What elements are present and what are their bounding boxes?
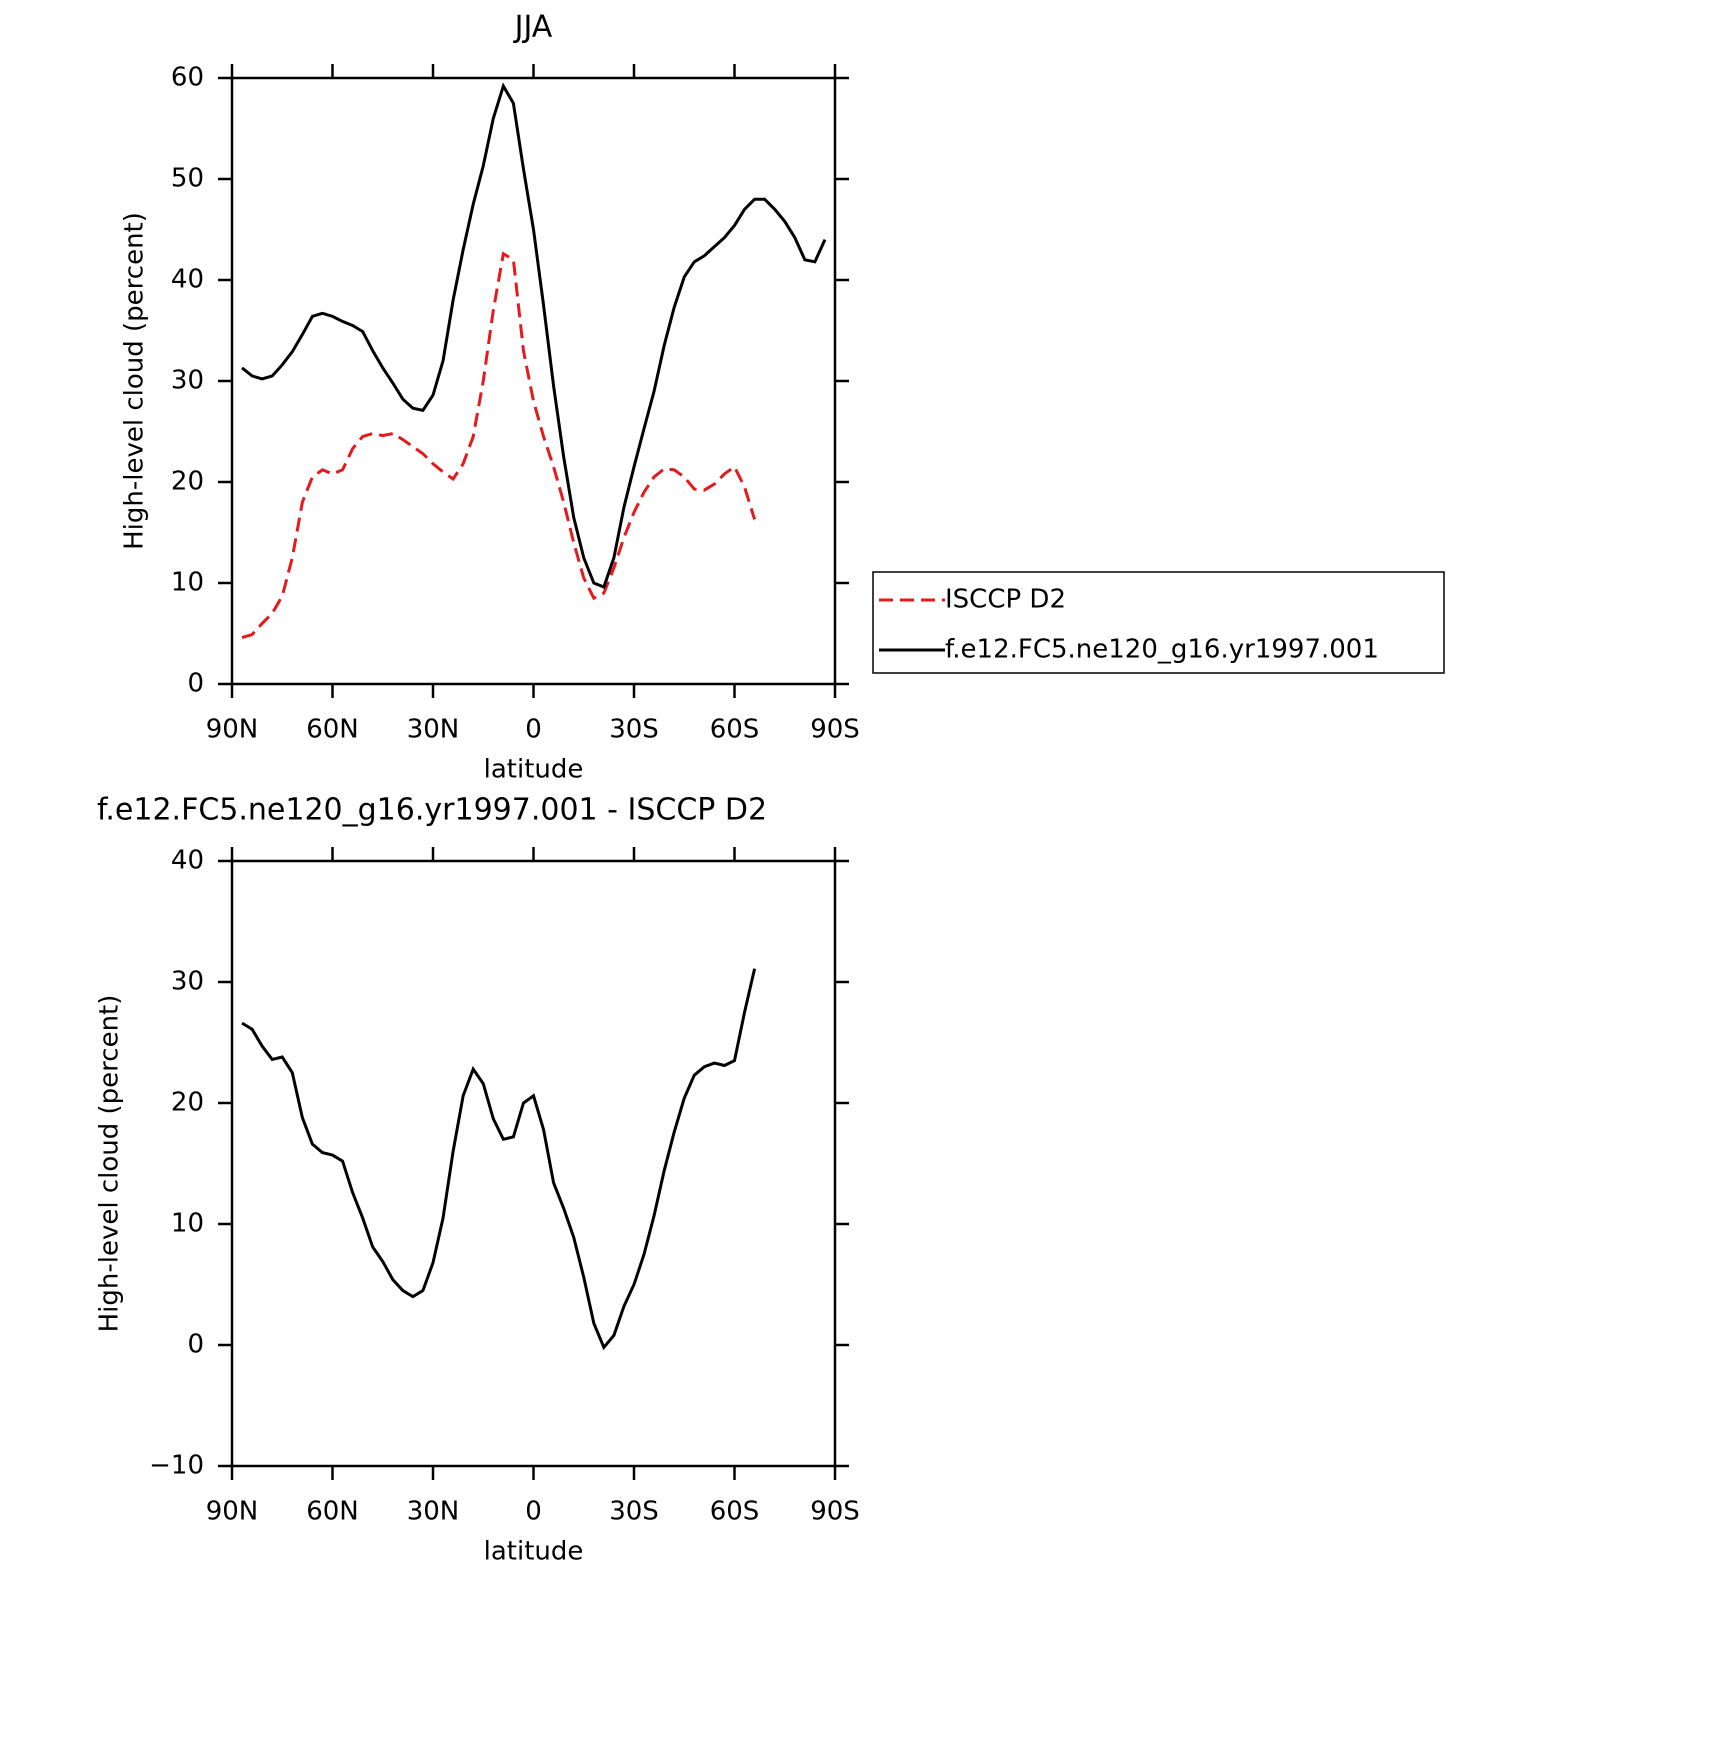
y-tick-label: 0: [187, 669, 204, 699]
y-tick-label: 10: [171, 568, 204, 598]
y-tick-label: 30: [171, 967, 204, 997]
data-line: [241, 968, 757, 1351]
x-tick-label: 30N: [407, 715, 460, 745]
x-tick-label: 30N: [407, 1497, 460, 1527]
plot-frame: [230, 859, 837, 1468]
chart-title: f.e12.FC5.ne120_g16.yr1997.001 - ISCCP D…: [97, 793, 767, 828]
x-tick-label: 30S: [609, 1497, 659, 1527]
plot-frame: [230, 76, 837, 686]
y-tick-label: 0: [187, 1330, 204, 1360]
x-axis-label: latitude: [484, 755, 584, 785]
y-tick-label: 10: [171, 1209, 204, 1239]
legend-label: ISCCP D2: [945, 585, 1066, 615]
data-line: [241, 251, 757, 639]
legend: ISCCP D2 f.e12.FC5.ne120_g16.yr1997.001: [872, 571, 1445, 674]
legend-box: [872, 571, 1445, 674]
x-tick-label: 60N: [306, 715, 359, 745]
y-tick-label: 50: [171, 164, 204, 194]
y-axis-label: High-level cloud (percent): [120, 212, 150, 550]
y-tick-label: 20: [171, 1088, 204, 1118]
x-tick-label: 60N: [306, 1497, 359, 1527]
data-line: [241, 82, 827, 590]
x-tick-label: 90S: [810, 715, 860, 745]
x-tick-label: 60S: [710, 1497, 760, 1527]
chart-title: JJA: [513, 10, 553, 45]
x-tick-label: 60S: [710, 715, 760, 745]
y-tick-label: 20: [171, 467, 204, 497]
x-axis-label: latitude: [484, 1537, 584, 1567]
y-tick-label: 40: [171, 265, 204, 295]
y-tick-label: 60: [171, 63, 204, 93]
x-tick-label: 0: [525, 1497, 542, 1527]
y-tick-label: 30: [171, 366, 204, 396]
x-tick-label: 90S: [810, 1497, 860, 1527]
y-tick-label: −10: [149, 1451, 204, 1481]
y-axis-label: High-level cloud (percent): [95, 995, 125, 1333]
x-tick-label: 30S: [609, 715, 659, 745]
x-tick-label: 90N: [206, 1497, 259, 1527]
x-tick-label: 0: [525, 715, 542, 745]
legend-label: f.e12.FC5.ne120_g16.yr1997.001: [945, 635, 1379, 665]
x-tick-label: 90N: [206, 715, 259, 745]
y-tick-label: 40: [171, 846, 204, 876]
